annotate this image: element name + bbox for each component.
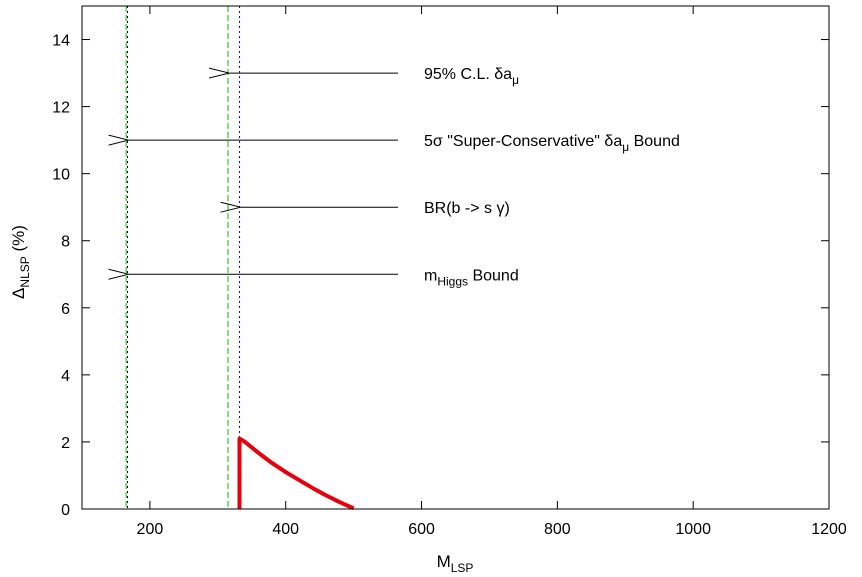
x-tick-label: 1200 bbox=[811, 521, 847, 538]
annotation-label-1: 95% C.L. δaμ bbox=[424, 66, 519, 87]
series-curve-1 bbox=[237, 436, 355, 511]
x-tick-label: 1000 bbox=[675, 521, 711, 538]
annotation-label-2: 5σ "Super-Conservative" δaμ Bound bbox=[424, 133, 680, 154]
x-axis-label: MLSP bbox=[437, 552, 474, 575]
y-tick-label: 4 bbox=[61, 368, 70, 385]
y-tick-label: 6 bbox=[61, 301, 70, 318]
y-tick-label: 0 bbox=[61, 502, 70, 519]
axis-ticks: 200 400 600 800 1000 1200 0 2 4 6 8 10 12 14 bbox=[52, 6, 847, 538]
plot-marks bbox=[125, 6, 355, 511]
y-tick-label: 10 bbox=[52, 167, 70, 184]
y-tick-label: 2 bbox=[61, 435, 70, 452]
y-axis-label: ΔNLSP (%) bbox=[9, 225, 32, 299]
annotation-label-3: BR(b -> s γ) bbox=[424, 200, 510, 217]
plot-frame bbox=[81, 5, 830, 510]
x-tick-label: 800 bbox=[544, 521, 571, 538]
x-tick-label: 400 bbox=[272, 521, 299, 538]
y-tick-label: 12 bbox=[52, 100, 70, 117]
y-tick-label: 14 bbox=[52, 33, 70, 50]
annotation-label-4: mHiggs Bound bbox=[424, 267, 519, 288]
x-tick-label: 600 bbox=[408, 521, 435, 538]
annotations: 95% C.L. δaμ 5σ "Super-Conservative" δaμ … bbox=[128, 66, 680, 288]
x-tick-label: 200 bbox=[137, 521, 164, 538]
y-tick-label: 8 bbox=[61, 234, 70, 251]
